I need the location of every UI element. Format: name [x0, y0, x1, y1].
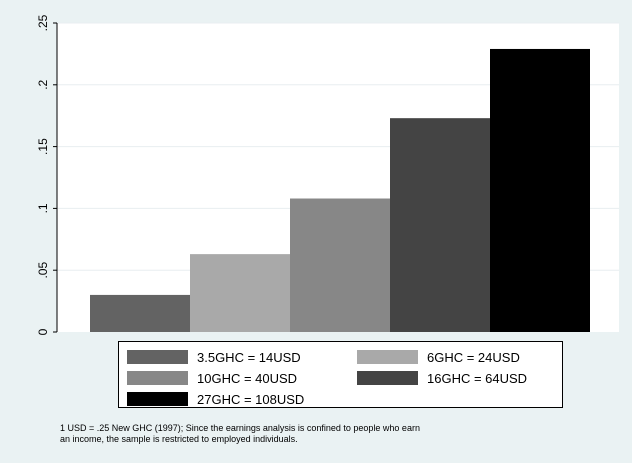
- note-line-1: 1 USD = .25 New GHC (1997); Since the ea…: [60, 423, 420, 433]
- y-tick-label: .1: [36, 203, 50, 213]
- legend-label-1: 3.5GHC = 14USD: [197, 349, 301, 365]
- legend-label-2: 6GHC = 24USD: [427, 349, 520, 365]
- y-tick-label: .05: [36, 262, 50, 279]
- bar-4: [390, 118, 490, 332]
- legend-swatch-1: [127, 350, 188, 364]
- bar-1: [90, 294, 190, 332]
- legend-item-2: 6GHC = 24USD: [357, 349, 520, 365]
- chart-note: 1 USD = .25 New GHC (1997); Since the ea…: [60, 423, 600, 445]
- y-tick-label: .25: [36, 14, 50, 31]
- bar-5: [490, 48, 590, 333]
- legend-swatch-2: [357, 350, 418, 364]
- legend-swatch-5: [127, 392, 188, 406]
- y-tick-label: .15: [36, 138, 50, 155]
- legend-item-1: 3.5GHC = 14USD: [127, 349, 301, 365]
- legend: 3.5GHC = 14USD 6GHC = 24USD 10GHC = 40US…: [118, 341, 563, 408]
- y-tick-label: .2: [36, 79, 50, 89]
- legend-item-3: 10GHC = 40USD: [127, 370, 297, 386]
- legend-item-4: 16GHC = 64USD: [357, 370, 527, 386]
- legend-label-4: 16GHC = 64USD: [427, 370, 528, 386]
- y-tick-label: 0: [36, 328, 50, 335]
- legend-label-5: 27GHC = 108USD: [197, 391, 305, 407]
- bars: [90, 48, 590, 333]
- y-axis-ticks: 0 .05 .1 .15 .2 .25: [36, 14, 57, 335]
- bar-2: [190, 254, 290, 332]
- note-line-2: an income, the sample is restricted to e…: [60, 434, 298, 444]
- legend-item-5: 27GHC = 108USD: [127, 391, 304, 407]
- legend-swatch-4: [357, 371, 418, 385]
- legend-label-3: 10GHC = 40USD: [197, 370, 298, 386]
- legend-swatch-3: [127, 371, 188, 385]
- bar-3: [290, 198, 390, 332]
